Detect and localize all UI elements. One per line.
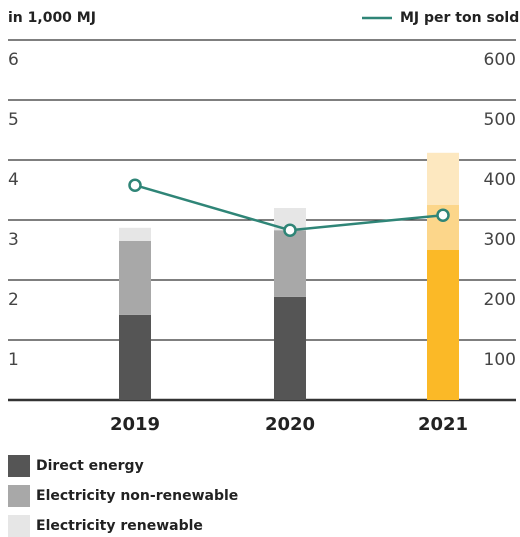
- y-tick-label: 3: [8, 230, 19, 250]
- bar-segment: [427, 152, 459, 205]
- legend-label: MJ per ton sold: [400, 10, 519, 26]
- legend-swatch: [8, 455, 30, 477]
- legend-label: Direct energy: [36, 458, 144, 474]
- legend-label: Electricity renewable: [36, 518, 203, 534]
- y2-tick-label: 200: [484, 290, 516, 310]
- y-tick-label: 6: [8, 50, 19, 70]
- line-point: [283, 223, 297, 237]
- bar-segment: [119, 241, 151, 315]
- legend-label: Electricity non-renewable: [36, 488, 238, 504]
- y-tick-label: 2: [8, 290, 19, 310]
- x-tick-label: 2020: [265, 414, 315, 435]
- y-tick-label: 1: [8, 350, 19, 370]
- bar-segment: [119, 227, 151, 241]
- bar-segment: [427, 250, 459, 400]
- legend-swatch: [8, 515, 30, 537]
- y-tick-label: 4: [8, 170, 19, 190]
- y-tick-label: 5: [8, 110, 19, 130]
- y2-tick-label: 300: [484, 230, 516, 250]
- y-axis-label: in 1,000 MJ: [8, 10, 96, 26]
- line-point: [436, 208, 450, 222]
- y2-tick-label: 600: [484, 50, 516, 70]
- y2-tick-label: 500: [484, 110, 516, 130]
- legend-swatch: [8, 485, 30, 507]
- bar-segment: [274, 296, 306, 400]
- bar-segment: [274, 208, 306, 231]
- x-tick-label: 2019: [110, 414, 160, 435]
- y2-tick-label: 100: [484, 350, 516, 370]
- line-point: [128, 178, 142, 192]
- y2-tick-label: 400: [484, 170, 516, 190]
- x-tick-label: 2021: [418, 414, 468, 435]
- bar-segment: [274, 230, 306, 297]
- bar-segment: [119, 314, 151, 400]
